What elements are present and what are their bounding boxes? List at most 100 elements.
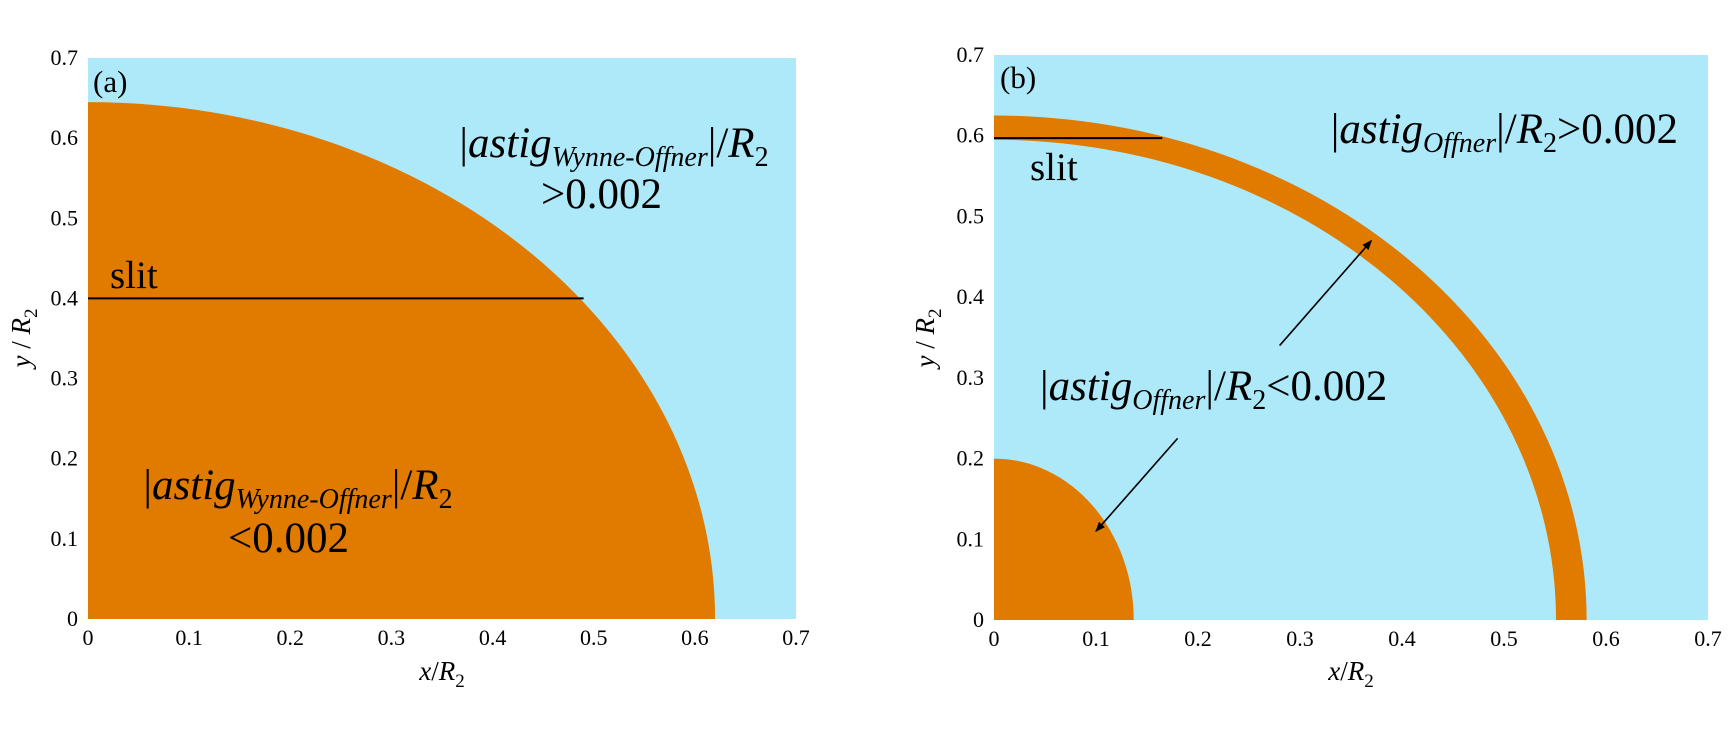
annotation-sep: / — [400, 462, 412, 509]
annotation-above-threshold: |astigWynne-Offner|/R2 — [459, 120, 768, 173]
x-tick-label: 0.6 — [681, 625, 709, 650]
annotation-pipe: | — [1496, 106, 1505, 153]
annotation-symbol: R — [727, 120, 754, 167]
annotation-main: astig — [1049, 363, 1133, 410]
panel-b: 0 0.1 0.2 0.3 0.4 0.5 0.6 0.7 0 0.1 0.2 0.3 0.4 0.5 0… — [910, 42, 1722, 692]
axis-sep: / — [910, 335, 940, 356]
annotation-pipe: | — [708, 120, 717, 167]
slit-label: slit — [1030, 146, 1078, 189]
region-below-threshold — [994, 458, 1134, 620]
annotation-below-threshold: |astigWynne-Offner|/R2 — [143, 462, 452, 515]
x-tick-label: 0 — [989, 626, 1000, 651]
y-tick-label: 0 — [973, 607, 984, 632]
x-tick-label: 0.2 — [1184, 626, 1212, 651]
y-axis-label: y / R2 — [910, 309, 946, 371]
axis-var: y — [910, 356, 940, 371]
slit-label: slit — [110, 254, 158, 297]
y-tick-label: 0.4 — [957, 284, 985, 309]
y-tick-label: 0.2 — [51, 446, 79, 471]
x-tick-label: 0.7 — [782, 625, 810, 650]
annotation-above-threshold: |astigOffner|/R2>0.002 — [1331, 106, 1678, 159]
annotation-above-relation: >0.002 — [541, 171, 662, 218]
annotation-sep: / — [1214, 363, 1226, 410]
annotation-pipe: | — [1205, 363, 1214, 410]
annotation-subscript: Wynne-Offner — [552, 142, 708, 173]
y-tick-labels: 0 0.1 0.2 0.3 0.4 0.5 0.6 0.7 — [51, 45, 79, 631]
x-tick-label: 0.6 — [1592, 626, 1620, 651]
annotation-symbol-sub: 2 — [1252, 385, 1266, 416]
x-tick-labels: 0 0.1 0.2 0.3 0.4 0.5 0.6 0.7 — [989, 626, 1722, 651]
axis-sep: / — [6, 335, 36, 356]
axis-symbol: R — [910, 318, 940, 336]
y-tick-label: 0.4 — [51, 285, 79, 310]
region-layer — [994, 115, 1587, 621]
y-axis-label: y / R2 — [6, 309, 42, 371]
axis-sep: / — [1340, 656, 1348, 686]
panel-label-b: (b) — [1000, 60, 1036, 95]
x-tick-label: 0.4 — [479, 625, 507, 650]
x-tick-label: 0.5 — [1490, 626, 1518, 651]
axis-symbol: R — [6, 318, 36, 336]
annotation-main: astig — [1339, 106, 1423, 153]
axis-var: x — [418, 656, 431, 686]
annotation-relation: >0.002 — [1557, 106, 1678, 153]
x-tick-label: 0.3 — [378, 625, 406, 650]
y-tick-label: 0.7 — [957, 42, 985, 67]
annotation-below-relation: <0.002 — [228, 515, 349, 562]
region-layer — [88, 102, 716, 620]
y-tick-label: 0.6 — [51, 125, 79, 150]
panel-label-a: (a) — [93, 64, 127, 99]
axis-var: y — [6, 356, 36, 371]
annotation-subscript: Offner — [1132, 385, 1205, 416]
annotation-symbol-sub: 2 — [755, 142, 769, 173]
axis-symbol-sub: 2 — [455, 671, 465, 692]
x-tick-label: 0.1 — [175, 625, 203, 650]
annotation-arrow — [1095, 437, 1179, 532]
x-tick-label: 0.1 — [1082, 626, 1110, 651]
annotation-pipe: | — [459, 120, 468, 167]
axis-symbol: R — [1347, 656, 1365, 686]
annotation-sep: / — [1505, 106, 1517, 153]
annotation-pipe: | — [1040, 363, 1049, 410]
axis-symbol-sub: 2 — [925, 309, 946, 319]
y-tick-label: 0.1 — [957, 526, 985, 551]
annotation-symbol-sub: 2 — [439, 484, 453, 515]
axis-symbol: R — [438, 656, 456, 686]
x-tick-labels: 0 0.1 0.2 0.3 0.4 0.5 0.6 0.7 — [83, 625, 810, 650]
y-tick-label: 0.5 — [957, 203, 985, 228]
annotation-symbol: R — [411, 462, 438, 509]
y-tick-labels: 0 0.1 0.2 0.3 0.4 0.5 0.6 0.7 — [957, 42, 985, 632]
y-tick-label: 0.5 — [51, 205, 79, 230]
annotation-subscript: Offner — [1423, 128, 1496, 159]
y-tick-label: 0.3 — [957, 365, 985, 390]
x-tick-label: 0.2 — [277, 625, 305, 650]
x-axis-label: x/R2 — [418, 656, 465, 692]
y-tick-label: 0.2 — [957, 446, 985, 471]
annotation-symbol-sub: 2 — [1543, 128, 1557, 159]
annotation-symbol: R — [1516, 106, 1543, 153]
y-tick-label: 0.1 — [51, 526, 79, 551]
x-tick-label: 0.5 — [580, 625, 608, 650]
annotation-subscript: Wynne-Offner — [236, 484, 392, 515]
annotation-pipe: | — [1331, 106, 1340, 153]
axis-symbol-sub: 2 — [21, 309, 42, 319]
x-tick-label: 0.7 — [1694, 626, 1722, 651]
arrow-layer — [1095, 239, 1373, 532]
annotation-sep: / — [716, 120, 728, 167]
axis-symbol-sub: 2 — [1364, 671, 1374, 692]
annotation-symbol: R — [1225, 363, 1252, 410]
y-tick-label: 0 — [67, 606, 78, 631]
x-axis-label: x/R2 — [1327, 656, 1374, 692]
annotation-arrow — [1278, 239, 1373, 347]
annotation-pipe: | — [392, 462, 401, 509]
x-tick-label: 0 — [83, 625, 94, 650]
y-tick-label: 0.6 — [957, 123, 985, 148]
axis-var: x — [1327, 656, 1340, 686]
annotation-below-threshold: |astigOffner|/R2<0.002 — [1040, 363, 1387, 416]
region-below-threshold — [88, 102, 716, 620]
annotation-main: astig — [468, 120, 552, 167]
annotation-relation: <0.002 — [1266, 363, 1387, 410]
y-tick-label: 0.3 — [51, 366, 79, 391]
annotation-pipe: | — [143, 462, 152, 509]
